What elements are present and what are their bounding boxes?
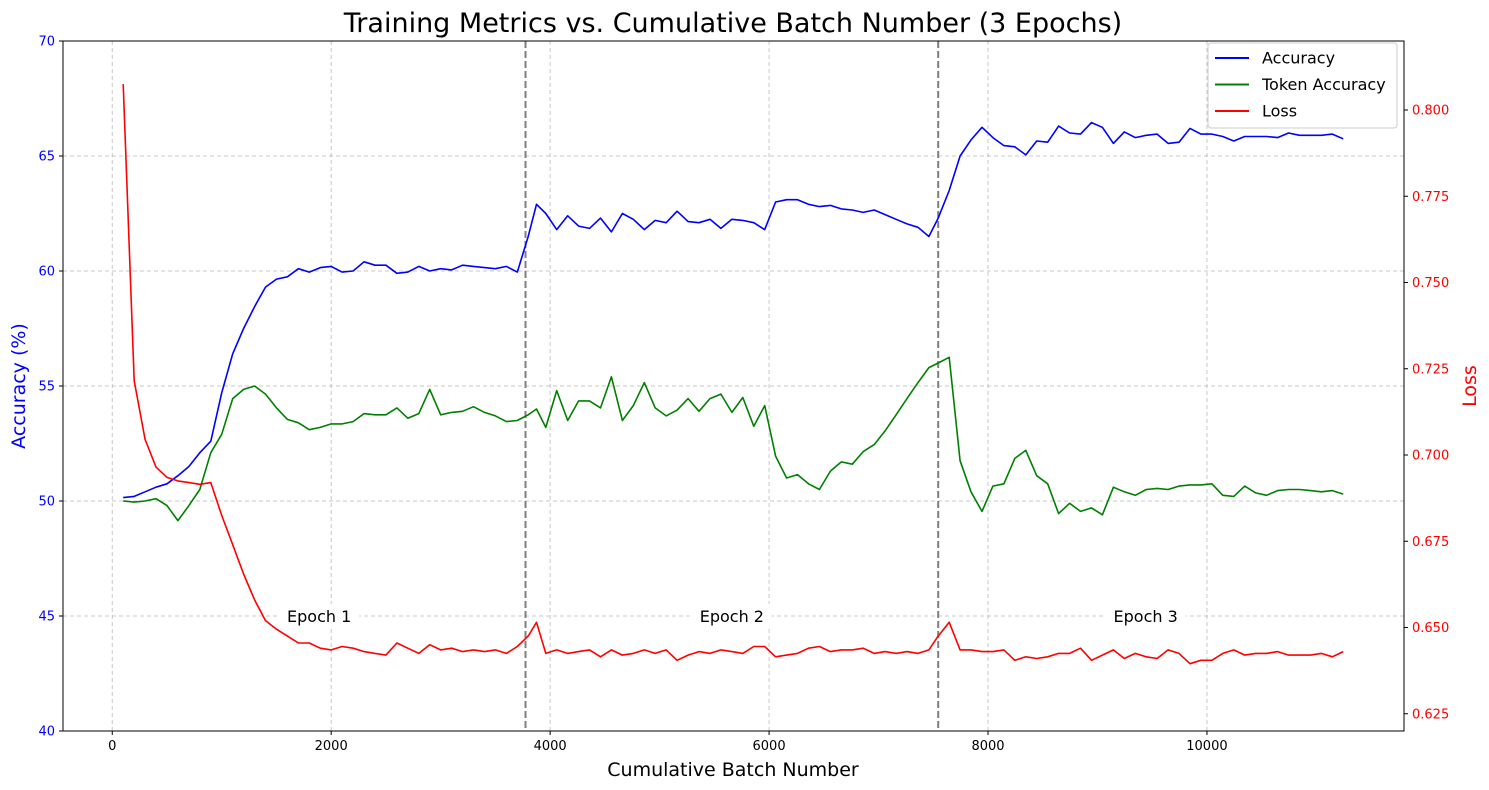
y-right-tick-label: 0.725 [1412, 362, 1449, 377]
chart-title: Training Metrics vs. Cumulative Batch Nu… [343, 8, 1122, 39]
legend-box [1207, 42, 1398, 129]
y-right-tick-label: 0.625 [1412, 707, 1449, 722]
legend-label: Accuracy [1262, 49, 1335, 68]
epoch-boundaries [524, 41, 940, 731]
y-right-tick-label: 0.675 [1412, 535, 1449, 550]
y-left-tick-label: 40 [38, 725, 55, 740]
y-left-tick-label: 60 [38, 265, 55, 280]
legend: Accuracy Token Accuracy Loss [1207, 42, 1398, 129]
y-left-tick-label: 65 [38, 150, 55, 165]
series-line-token-accuracy [123, 356, 1344, 522]
x-tick-label: 10000 [1186, 739, 1227, 754]
legend-label: Token Accuracy [1261, 75, 1386, 94]
axes: 0 2000 4000 6000 8000 10000 40 45 50 55 60 65 70 0.62… [38, 35, 1449, 755]
epoch-label: Epoch 2 [700, 607, 764, 626]
y-right-axis-title: Loss [1459, 365, 1481, 407]
y-left-tick-label: 55 [38, 380, 55, 395]
y-left-tick-label: 70 [38, 35, 55, 50]
x-tick-label: 8000 [971, 739, 1004, 754]
y-right-tick-label: 0.700 [1412, 449, 1449, 464]
y-left-tick-label: 45 [38, 610, 55, 625]
y-right-tick-label: 0.750 [1412, 276, 1449, 291]
epoch-label-background [691, 604, 772, 628]
y-right-tick-label: 0.800 [1412, 104, 1449, 119]
epoch-labels: Epoch 1 Epoch 2 Epoch 3 [279, 604, 1186, 628]
series-lines [122, 84, 1344, 665]
epoch-label: Epoch 1 [287, 607, 351, 626]
y-right-tick-label: 0.775 [1412, 190, 1449, 205]
y-left-tick-label: 50 [38, 495, 55, 510]
x-tick-label: 6000 [753, 739, 786, 754]
x-tick-label: 0 [108, 739, 116, 754]
x-tick-label: 2000 [315, 739, 348, 754]
grid-lines [63, 41, 1404, 731]
epoch-label-background [1105, 604, 1186, 628]
epoch-label-background [279, 604, 360, 628]
series-line-loss [122, 84, 1344, 665]
legend-label: Loss [1262, 102, 1297, 121]
y-left-axis-title: Accuracy (%) [8, 323, 30, 449]
series-line-accuracy [123, 121, 1344, 499]
x-tick-label: 4000 [534, 739, 567, 754]
epoch-label: Epoch 3 [1114, 607, 1178, 626]
x-axis-title: Cumulative Batch Number [607, 759, 859, 781]
y-right-tick-label: 0.650 [1412, 621, 1449, 636]
